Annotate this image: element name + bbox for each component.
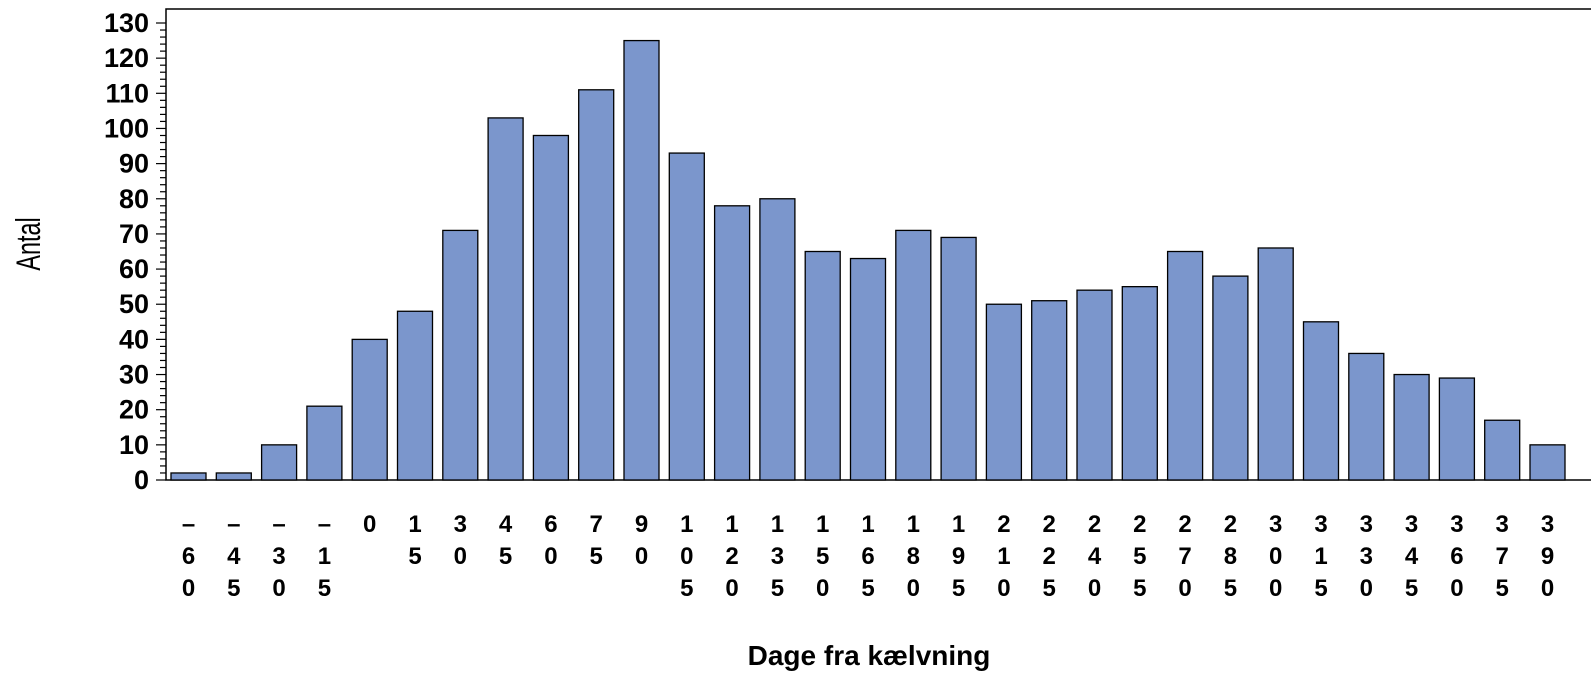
bar-75 <box>578 89 615 481</box>
x-tick-label-0: 0 <box>363 511 376 538</box>
x-tick-label--45: –4 5 <box>227 511 241 602</box>
bar--30 <box>260 444 298 481</box>
y-tick-label: 10 <box>119 430 149 460</box>
bar-60 <box>532 134 570 481</box>
bar-30 <box>442 229 479 481</box>
bar-375 <box>1484 419 1521 481</box>
x-axis: –6 0 – 4 5 – 3 0 – 1 5 0 1 5 3 0 4 5 6 0 7 5 9 0 1 0 5 1 2 0 1 3 5 1 5 0 1 6 5… <box>182 511 1554 602</box>
bar-165 <box>849 257 887 481</box>
y-tick-label: 130 <box>104 8 149 38</box>
bar-345 <box>1393 373 1430 481</box>
bar-300 <box>1257 247 1294 481</box>
bar-210 <box>985 303 1023 481</box>
bar-0 <box>351 338 388 481</box>
y-tick-label: 70 <box>119 219 149 249</box>
x-tick-label--30: –3 0 <box>272 511 285 602</box>
bars <box>170 39 1566 481</box>
y-tick-label: 100 <box>104 113 149 143</box>
bar-195 <box>940 236 977 481</box>
y-tick-label: 110 <box>105 78 149 108</box>
y-tick-label: 50 <box>119 289 149 319</box>
bar-360 <box>1438 377 1476 481</box>
y-tick-label: 20 <box>119 395 149 425</box>
bar--60 <box>170 472 207 481</box>
y-axis: 0 10 20 30 40 50 60 70 80 90 100 110 120 130 <box>104 8 166 495</box>
bar-390 <box>1529 444 1566 481</box>
bar-270 <box>1166 250 1204 481</box>
bar-90 <box>623 39 660 481</box>
bar-105 <box>668 152 705 481</box>
x-tick-label--15: –1 5 <box>318 511 331 602</box>
x-tick-label--60: –6 0 <box>182 511 195 602</box>
y-tick-label: 40 <box>119 324 149 354</box>
bar-240 <box>1076 289 1113 481</box>
bar-150 <box>804 250 841 481</box>
x-axis-label: Dage fra kælvning <box>748 640 991 671</box>
y-tick-label: 0 <box>134 465 149 495</box>
y-axis-label: Antal <box>10 217 49 270</box>
bar-15 <box>396 310 434 481</box>
bar-285 <box>1212 275 1249 481</box>
bar-120 <box>713 205 751 481</box>
bar-135 <box>759 198 796 481</box>
bar-180 <box>895 229 932 481</box>
bar--15 <box>306 405 343 481</box>
y-tick-label: 80 <box>119 184 149 214</box>
y-tick-label: 30 <box>119 360 149 390</box>
bar-315 <box>1302 321 1340 481</box>
y-tick-label: 120 <box>104 43 149 73</box>
y-tick-label: 90 <box>119 149 149 179</box>
bar-225 <box>1031 300 1068 481</box>
y-tick-label: 60 <box>119 254 149 284</box>
bar--45 <box>215 472 252 481</box>
bar-255 <box>1121 286 1158 481</box>
bar-45 <box>487 117 524 481</box>
bar-330 <box>1348 352 1385 481</box>
